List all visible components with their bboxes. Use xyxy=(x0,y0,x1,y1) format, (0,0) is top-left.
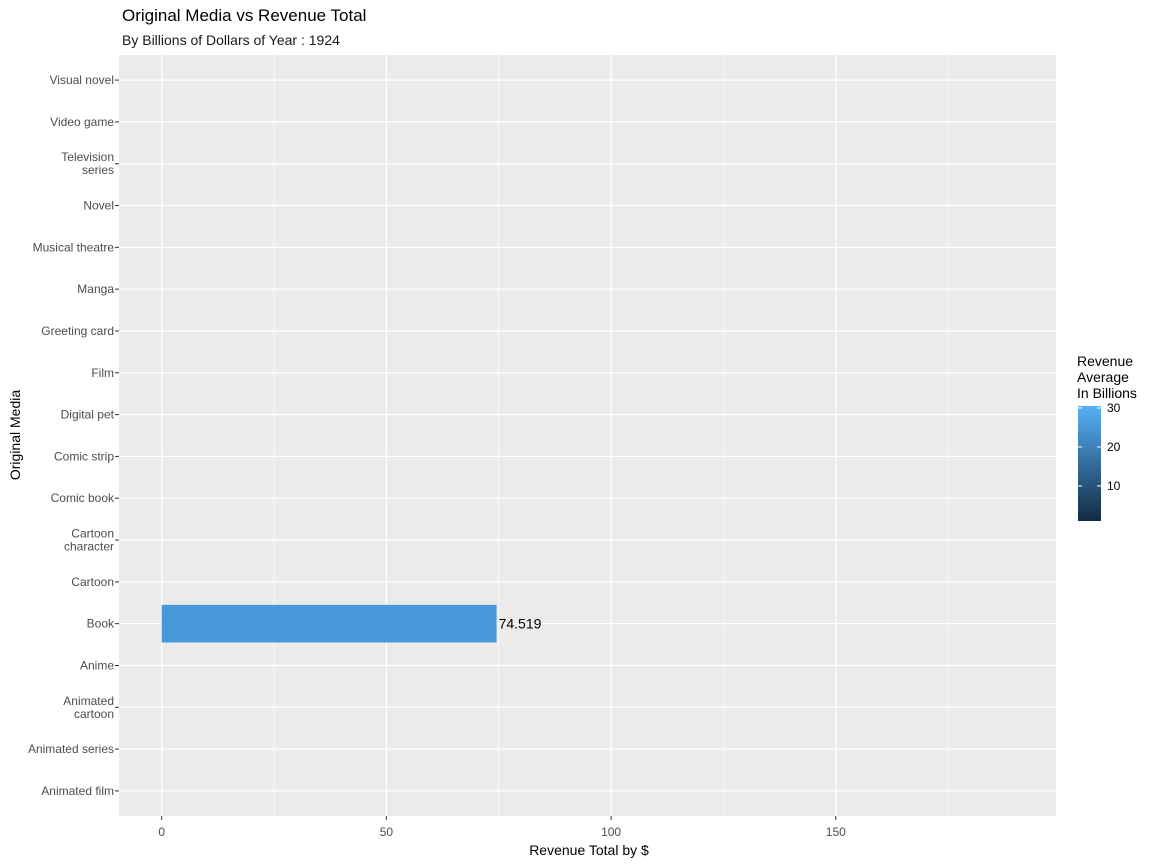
y-tick-label: Comic strip xyxy=(54,449,114,463)
y-tick-label: Film xyxy=(91,366,114,380)
legend-colorbar xyxy=(1078,406,1101,521)
data-label: 74.519 xyxy=(499,616,542,632)
x-tick-label: 50 xyxy=(380,825,394,839)
x-tick-label: 100 xyxy=(601,825,621,839)
y-tick-label: Musical theatre xyxy=(33,240,115,254)
legend-title: Revenue Average In Billions xyxy=(1077,353,1137,401)
y-tick-label: Cartoon character xyxy=(64,527,114,554)
x-tick-label: 0 xyxy=(158,825,165,839)
y-tick-label: Animated cartoon xyxy=(63,694,114,721)
y-tick-label: Manga xyxy=(77,282,114,296)
bar-book xyxy=(161,604,497,643)
y-tick-label: Novel xyxy=(83,199,114,213)
y-tick-label: Digital pet xyxy=(61,408,115,422)
y-tick-label: Book xyxy=(87,617,115,631)
legend-tick-label: 10 xyxy=(1107,479,1121,493)
y-axis-label: Original Media xyxy=(7,389,23,481)
y-tick-label: Visual novel xyxy=(50,73,115,87)
plot-panel xyxy=(119,55,1056,816)
chart-subtitle: By Billions of Dollars of Year : 1924 xyxy=(122,32,340,48)
y-tick-label: Greeting card xyxy=(41,324,114,338)
y-tick-label: Video game xyxy=(50,115,114,129)
y-tick-label: Animated film xyxy=(41,784,114,798)
y-tick-label: Cartoon xyxy=(71,575,114,589)
chart-title: Original Media vs Revenue Total xyxy=(122,6,367,25)
y-tick-label: Television series xyxy=(61,150,114,177)
y-tick-label: Anime xyxy=(80,658,114,672)
y-tick-label: Comic book xyxy=(51,491,115,505)
x-tick-label: 150 xyxy=(826,825,846,839)
x-axis-label: Revenue Total by $ xyxy=(529,842,649,858)
legend-tick-label: 30 xyxy=(1107,401,1121,415)
legend-tick-label: 20 xyxy=(1107,440,1121,454)
y-tick-label: Animated series xyxy=(28,742,114,756)
